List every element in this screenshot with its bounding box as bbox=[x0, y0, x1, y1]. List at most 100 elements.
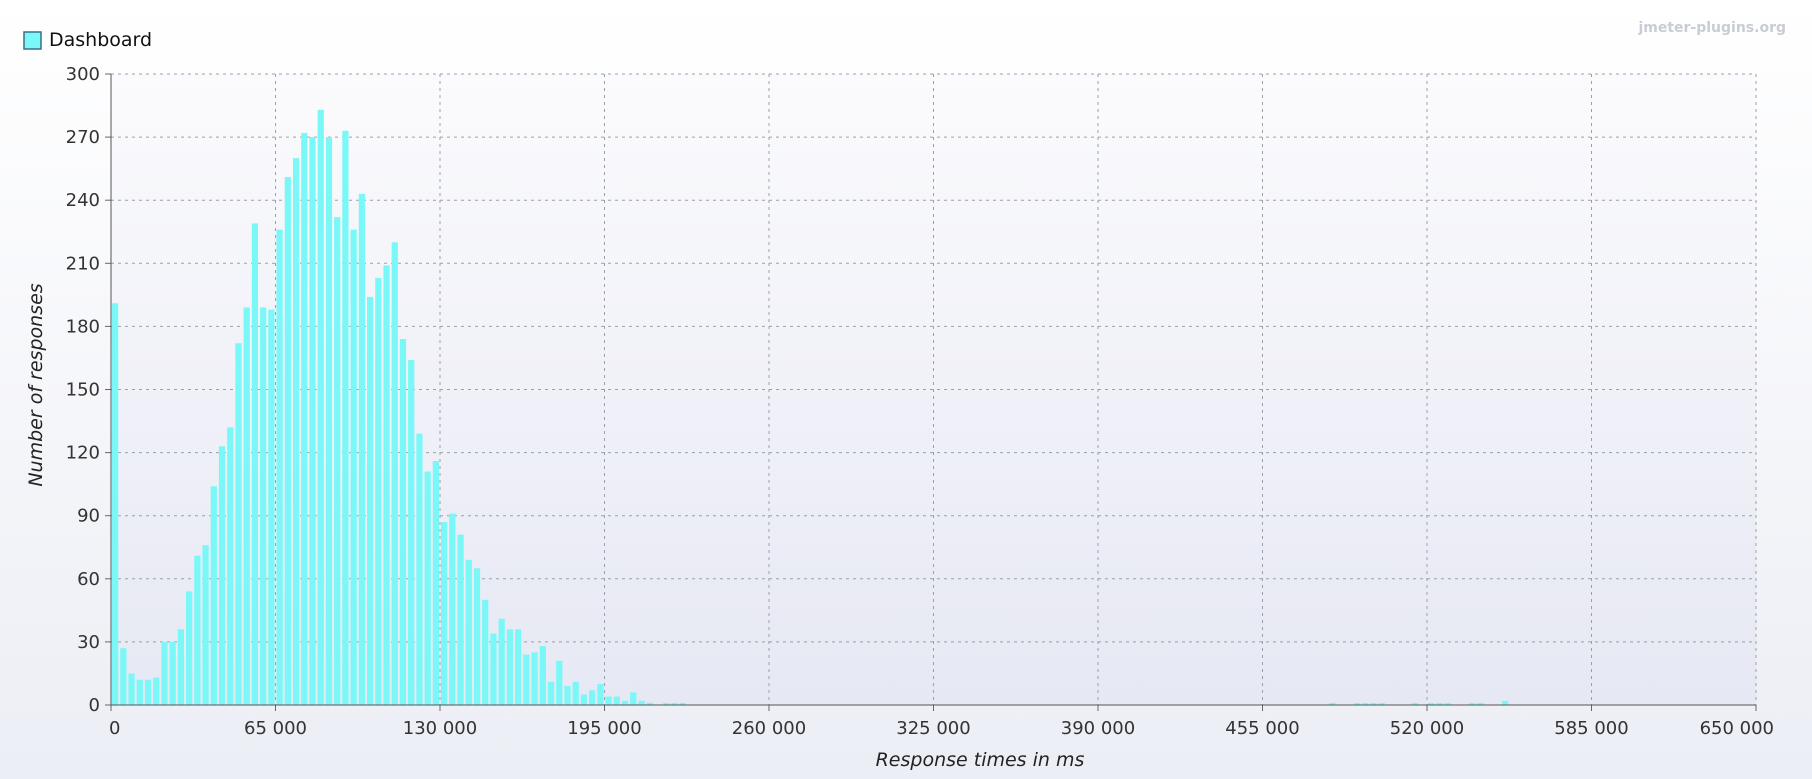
histogram-bar bbox=[243, 307, 250, 705]
legend-label: Dashboard bbox=[49, 29, 152, 51]
histogram-bar bbox=[227, 427, 234, 705]
histogram-bar bbox=[498, 618, 505, 705]
histogram-bar bbox=[136, 679, 143, 705]
histogram-bar bbox=[120, 648, 127, 705]
x-tick-labels: 0 65 000 130 000 195 000 260 000 325 000 390 0… bbox=[109, 718, 1774, 739]
histogram-bar bbox=[1353, 702, 1361, 705]
histogram-bar bbox=[564, 686, 571, 705]
bars bbox=[112, 109, 1509, 706]
histogram-bar bbox=[186, 591, 193, 705]
x-tick-label: 65 000 bbox=[244, 718, 307, 739]
x-tick-label: 520 000 bbox=[1390, 718, 1464, 739]
histogram-bar bbox=[441, 522, 448, 705]
histogram-bar bbox=[383, 265, 390, 705]
histogram-bar bbox=[1411, 702, 1418, 705]
histogram-bar bbox=[235, 343, 242, 705]
histogram-bar bbox=[399, 339, 407, 705]
histogram-bar bbox=[210, 486, 217, 705]
histogram-bar bbox=[144, 679, 152, 705]
histogram-bar bbox=[663, 702, 670, 705]
histogram-bar bbox=[391, 242, 398, 705]
y-tick-label: 270 bbox=[66, 127, 100, 148]
y-tick-label: 120 bbox=[66, 443, 100, 464]
histogram-bar bbox=[153, 677, 160, 705]
histogram-bar bbox=[309, 137, 316, 706]
histogram-bar bbox=[580, 694, 588, 705]
histogram-bar bbox=[268, 309, 275, 705]
x-tick-label: 260 000 bbox=[732, 718, 806, 739]
x-tick-label: 0 bbox=[109, 718, 120, 739]
histogram-bar bbox=[301, 132, 308, 706]
y-tick-label: 180 bbox=[66, 316, 100, 337]
histogram-bar bbox=[613, 696, 620, 705]
histogram-bar bbox=[408, 360, 415, 705]
histogram-bar bbox=[334, 217, 341, 705]
histogram-bar bbox=[432, 461, 439, 705]
y-axis-title: Number of responses bbox=[25, 283, 47, 486]
histogram-bar bbox=[194, 555, 201, 705]
histogram-bar bbox=[1502, 700, 1509, 705]
x-tick-label: 455 000 bbox=[1225, 718, 1299, 739]
histogram-bar bbox=[292, 158, 300, 706]
histogram-bar bbox=[465, 559, 472, 705]
histogram-bar bbox=[630, 692, 637, 705]
axes bbox=[105, 73, 1757, 711]
x-tick-label: 195 000 bbox=[567, 718, 641, 739]
histogram-bar bbox=[177, 629, 185, 705]
histogram-bar bbox=[621, 700, 629, 705]
histogram-bar bbox=[531, 652, 538, 705]
histogram-bar bbox=[515, 629, 522, 705]
histogram-bar bbox=[260, 307, 267, 705]
histogram-bar bbox=[589, 690, 596, 705]
legend-swatch bbox=[23, 31, 42, 50]
legend: Dashboard bbox=[23, 29, 152, 51]
histogram-bar bbox=[1362, 702, 1369, 705]
histogram-bar bbox=[449, 513, 456, 705]
x-tick-label: 130 000 bbox=[403, 718, 477, 739]
histogram-bar bbox=[342, 130, 349, 706]
histogram-bar bbox=[161, 641, 168, 705]
histogram-bar bbox=[1444, 702, 1451, 705]
watermark: jmeter-plugins.org bbox=[1637, 20, 1786, 36]
x-tick-label: 390 000 bbox=[1061, 718, 1135, 739]
histogram-bar bbox=[358, 193, 365, 705]
histogram-bar bbox=[1428, 702, 1435, 705]
histogram-bar bbox=[671, 702, 678, 705]
x-tick-label: 325 000 bbox=[896, 718, 970, 739]
y-tick-label: 0 bbox=[89, 695, 100, 716]
histogram-bar bbox=[169, 641, 176, 705]
histogram-bar bbox=[638, 700, 645, 705]
histogram-bar bbox=[605, 696, 612, 705]
histogram-bar bbox=[325, 137, 333, 706]
histogram-bar bbox=[1378, 702, 1385, 705]
x-tick-label: 650 000 bbox=[1700, 718, 1774, 739]
histogram-bar bbox=[556, 660, 563, 705]
histogram-bar bbox=[473, 568, 481, 705]
histogram-bar bbox=[679, 702, 686, 705]
histogram-bar bbox=[1436, 702, 1443, 705]
histogram-bar bbox=[251, 223, 259, 705]
histogram-bar bbox=[490, 633, 497, 705]
y-tick-label: 60 bbox=[77, 569, 100, 590]
histogram-bar bbox=[218, 446, 226, 705]
histogram-bar bbox=[506, 629, 514, 705]
histogram-bar bbox=[350, 229, 357, 705]
histogram-bar bbox=[539, 646, 546, 705]
histogram-bar bbox=[112, 303, 119, 705]
y-tick-label: 240 bbox=[66, 190, 100, 211]
histogram-bar bbox=[597, 683, 604, 705]
histogram-bar bbox=[276, 229, 283, 705]
histogram-bar bbox=[547, 681, 555, 705]
histogram-bar bbox=[424, 471, 431, 705]
histogram-bar bbox=[646, 702, 653, 705]
x-axis-title: Response times in ms bbox=[876, 749, 1085, 771]
histogram-bar bbox=[457, 534, 464, 705]
x-tick-label: 585 000 bbox=[1554, 718, 1628, 739]
histogram-bar bbox=[1477, 702, 1484, 705]
y-tick-label: 300 bbox=[66, 64, 100, 85]
histogram-bar bbox=[523, 654, 530, 705]
histogram-bar bbox=[202, 545, 209, 705]
histogram-bar bbox=[1329, 702, 1336, 705]
histogram-bar bbox=[366, 296, 374, 705]
